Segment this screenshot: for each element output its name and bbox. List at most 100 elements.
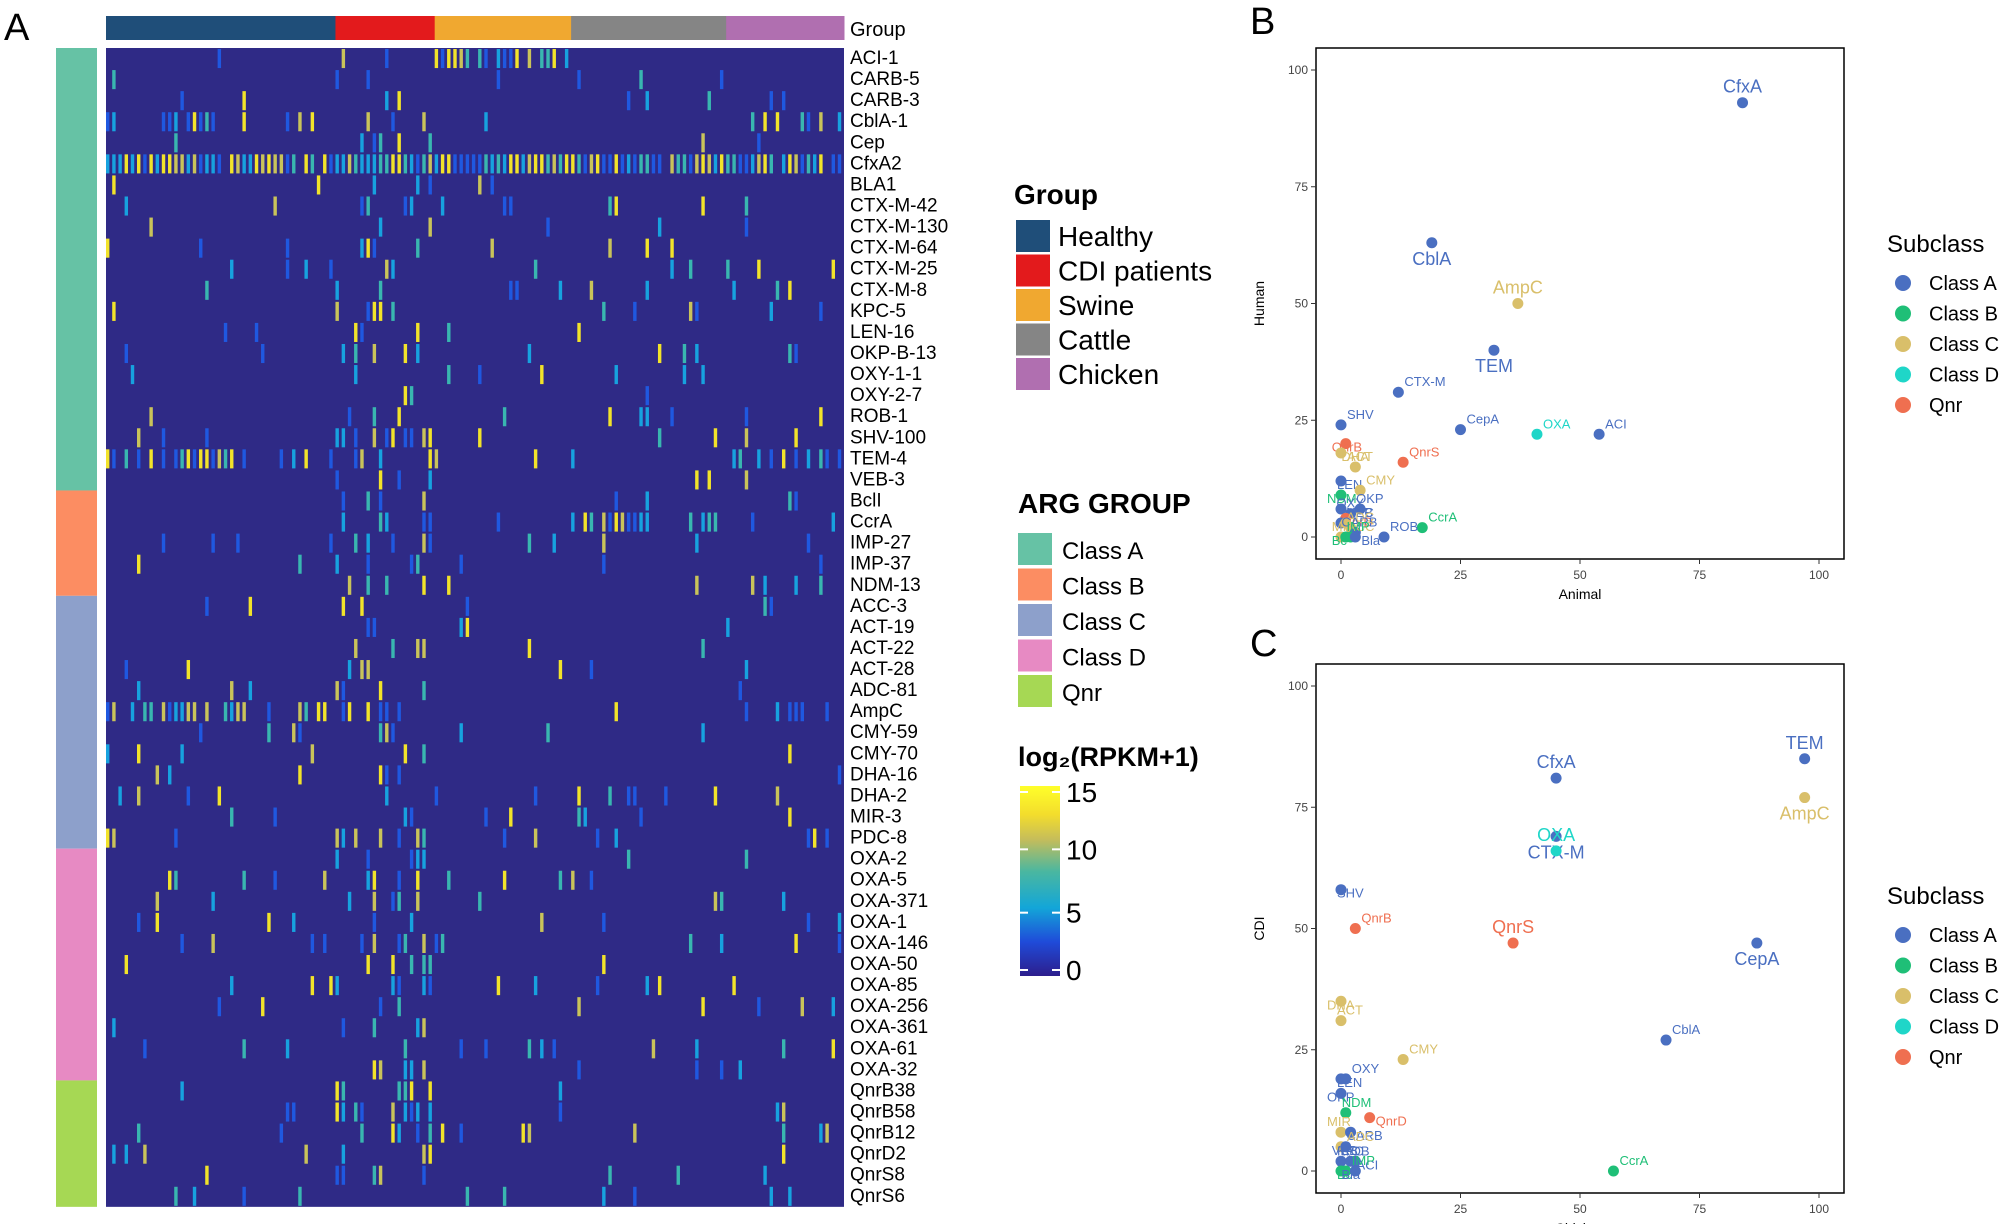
arg-row-label: ACT-19: [850, 617, 914, 638]
heatmap-cell: [788, 702, 792, 722]
heatmap-cell: [186, 449, 191, 469]
heatmap-cell: [124, 660, 129, 680]
heatmap-cell: [502, 1186, 507, 1206]
heatmap-cell: [719, 891, 724, 911]
point-label: QnrS: [1492, 917, 1534, 937]
group-legend-label: CDI patients: [1058, 256, 1212, 287]
point-label: CcrA: [1428, 510, 1457, 525]
legend-label: Class D: [1929, 1017, 1999, 1039]
arg-row-label: OXY-1-1: [850, 364, 922, 385]
heatmap-cell: [372, 238, 377, 258]
heatmap-cell: [837, 933, 842, 954]
heatmap-cell: [279, 449, 284, 469]
point-label: CTX-M: [1404, 374, 1445, 389]
heatmap-cell: [416, 1102, 420, 1122]
heatmap-cell: [192, 702, 197, 722]
heatmap-cell: [800, 112, 804, 132]
heatmap-cell: [589, 660, 594, 680]
heatmap-cell: [701, 723, 705, 743]
heatmap-cell: [447, 575, 451, 595]
heatmap-cell: [161, 428, 166, 448]
group-legend-label: Swine: [1058, 290, 1134, 321]
heatmap-cell: [335, 849, 339, 869]
arg-group-legend-swatch: [1018, 604, 1052, 636]
colorbar-tick-label: 5: [1066, 898, 1082, 929]
heatmap-cell: [794, 933, 798, 954]
scatter-point: [1593, 428, 1605, 440]
arg-class-annotation-bar: [56, 1080, 97, 1207]
point-label: QnrB: [1361, 911, 1391, 926]
heatmap-cell: [385, 259, 389, 279]
heatmap-cell: [310, 933, 315, 954]
heatmap-cell: [341, 49, 346, 69]
heatmap-cell: [130, 702, 135, 722]
scatter-point: [1335, 1015, 1347, 1027]
heatmap-cell: [788, 343, 792, 364]
heatmap-cell: [422, 744, 426, 764]
heatmap-cell: [130, 154, 135, 174]
heatmap-cell: [118, 786, 122, 806]
point-label: DHA: [1327, 997, 1355, 1012]
heatmap-cell: [701, 512, 705, 532]
heatmap-cell: [707, 154, 711, 174]
point-label: CcrA: [1619, 1153, 1648, 1168]
heatmap-cell: [695, 533, 699, 553]
heatmap-cell: [174, 702, 178, 722]
scatter-point: [1335, 1126, 1347, 1138]
heatmap-cell: [794, 702, 798, 722]
heatmap-cell: [676, 154, 680, 174]
heatmap-cell: [416, 175, 420, 195]
group-bar-segment: [335, 16, 436, 40]
arg-row-label: QnrB12: [850, 1123, 915, 1144]
heatmap-cell: [732, 154, 736, 174]
heatmap-cell: [391, 638, 395, 659]
heatmap-cell: [124, 343, 129, 364]
arg-row-label: OXA-32: [850, 1059, 918, 1080]
scatter-point: [1488, 344, 1500, 356]
x-tick-label: 25: [1454, 1202, 1468, 1216]
heatmap-cell: [602, 533, 606, 553]
heatmap-cell: [409, 386, 414, 406]
heatmap-cell: [825, 828, 829, 848]
heatmap-cell: [273, 154, 277, 174]
heatmap-cell: [323, 870, 327, 890]
arg-row-label: ROB-1: [850, 406, 908, 427]
y-tick-label: 50: [1295, 297, 1309, 311]
heatmap-cell: [744, 217, 749, 237]
heatmap-cell: [819, 407, 823, 427]
scatter-point: [1660, 1034, 1672, 1046]
arg-group-legend-label: Qnr: [1062, 680, 1102, 707]
heatmap-cell: [292, 154, 296, 174]
heatmap-cell: [422, 533, 426, 553]
heatmap-cell: [639, 807, 643, 827]
heatmap-cell: [496, 154, 501, 174]
heatmap-cell: [230, 702, 234, 722]
heatmap-cell: [397, 1123, 401, 1143]
scatter-point: [1550, 845, 1562, 857]
heatmap-cell: [230, 259, 234, 279]
heatmap-cell: [360, 660, 364, 680]
heatmap-cell: [571, 870, 575, 890]
heatmap-cell: [502, 196, 507, 216]
arg-row-label: BLA1: [850, 174, 896, 195]
heatmap-cell: [540, 154, 544, 174]
heatmap-cell: [378, 702, 383, 722]
heatmap-cell: [577, 322, 581, 342]
heatmap-cell: [651, 1039, 656, 1059]
arg-group-legend-swatch: [1018, 675, 1052, 707]
heatmap-cell: [168, 765, 172, 785]
heatmap-cell: [416, 638, 420, 659]
heatmap-cell: [428, 976, 432, 996]
heatmap-cell: [707, 512, 711, 532]
heatmap-cell: [409, 554, 414, 574]
heatmap-cell: [509, 154, 513, 174]
heatmap-cell: [794, 343, 798, 364]
scatter-point: [1335, 995, 1347, 1007]
heatmap-cell: [434, 449, 439, 469]
heatmap-cell: [378, 280, 383, 300]
heatmap-cell: [763, 112, 767, 132]
heatmap-cell: [558, 280, 563, 300]
heatmap-cell: [298, 112, 302, 132]
group-legend-swatch: [1016, 358, 1050, 390]
group-bar-segment: [106, 16, 336, 40]
